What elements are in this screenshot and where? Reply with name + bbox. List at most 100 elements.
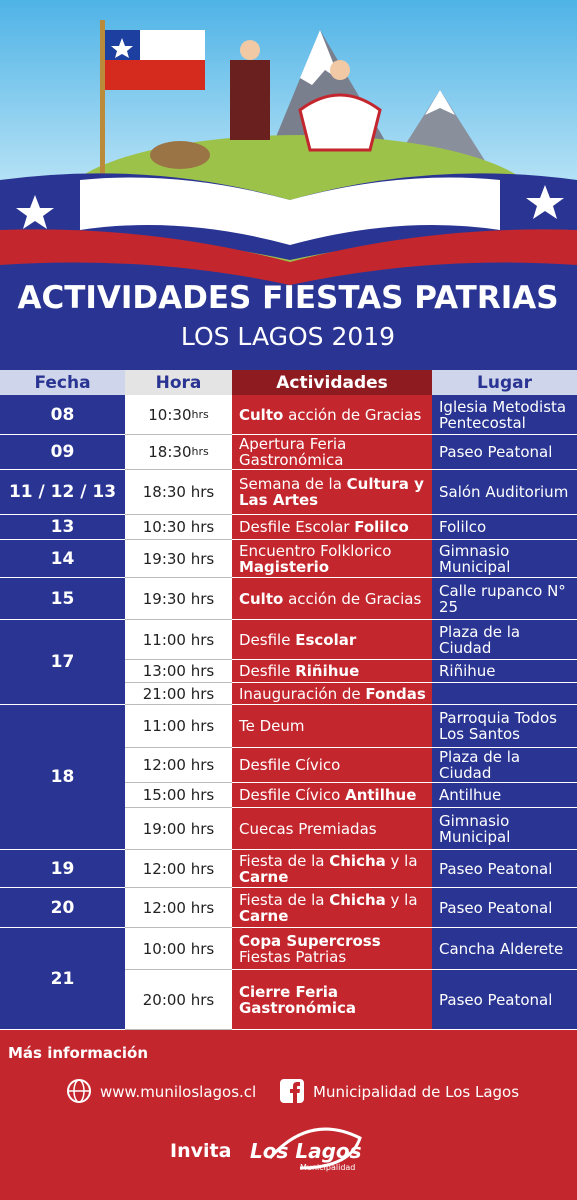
time-cell: 12:00 hrs xyxy=(125,850,232,888)
website[interactable]: www.muniloslagos.cl xyxy=(100,1083,257,1101)
text: Hora xyxy=(155,372,202,393)
place-cell: Antilhue xyxy=(432,783,577,808)
time-cell: 10:30 hrs xyxy=(125,515,232,540)
activity-cell: Semana de la Cultura y Las Artes xyxy=(232,470,432,515)
place-cell xyxy=(432,683,577,705)
text: Desfile Cívico xyxy=(239,756,341,774)
text: Plaza de la Ciudad xyxy=(439,748,521,782)
text: 18:30 xyxy=(148,443,192,461)
place-cell: Parroquia Todos Los Santos xyxy=(432,705,577,748)
time-cell: 15:00 hrs xyxy=(125,783,232,808)
text: y la xyxy=(385,890,418,909)
time-cell: 21:00 hrs xyxy=(125,683,232,705)
activity-cell: Desfile Escolar Folilco xyxy=(232,515,432,540)
text: 20 xyxy=(50,897,75,918)
text: Gimnasio Municipal xyxy=(439,811,511,846)
activity-text: Culto acción de Gracias xyxy=(239,407,421,423)
place-cell: Riñihue xyxy=(432,660,577,683)
activity-cell: Inauguración de Fondas xyxy=(232,683,432,705)
activity-cell: Desfile Escolar xyxy=(232,620,432,660)
text: Folilco xyxy=(439,518,487,536)
info-title: Más información xyxy=(8,1044,149,1062)
text: Fecha xyxy=(34,372,91,393)
date-cell: 09 xyxy=(0,435,125,470)
text: Folilco xyxy=(354,518,409,536)
text: 19:30 hrs xyxy=(142,549,215,568)
text: 10:30 hrs xyxy=(142,518,215,536)
title: ACTIVIDADES FIESTAS PATRIAS xyxy=(17,280,558,316)
text: 08 xyxy=(50,404,75,425)
text: Carne xyxy=(239,867,289,886)
text: Copa Supercross xyxy=(239,931,381,950)
text: Fiesta de la xyxy=(239,851,330,870)
text: 21:00 hrs xyxy=(142,684,215,703)
place-cell: Paseo Peatonal xyxy=(432,970,577,1030)
text: Paseo Peatonal xyxy=(439,443,553,461)
activity-cell: Desfile Cívico xyxy=(232,748,432,783)
text: Te Deum xyxy=(239,717,305,735)
text: 18 xyxy=(50,767,75,787)
text: Riñihue xyxy=(295,662,360,680)
text: Salón Auditorium xyxy=(439,483,569,501)
text: 20:00 hrs xyxy=(142,990,215,1009)
activity-text: Desfile Cívico xyxy=(239,757,340,773)
place-cell: Salón Auditorium xyxy=(432,470,577,515)
date-cell: 13 xyxy=(0,515,125,540)
text: Fiesta de la xyxy=(239,890,330,909)
text: 17 xyxy=(50,652,75,672)
header-art: ACTIVIDADES FIESTAS PATRIAS LOS LAGOS 20… xyxy=(0,0,577,370)
time-cell: 18:30 hrs xyxy=(125,435,232,470)
activity-text: Cuecas Premiadas xyxy=(239,821,377,837)
text: Apertura Feria Gastronómica xyxy=(239,435,347,469)
activity-text: Copa Supercross Fiestas Patrias xyxy=(239,933,432,965)
column-header: Fecha xyxy=(0,370,125,395)
activity-cell: Cierre Feria Gastronómica xyxy=(232,970,432,1030)
activity-cell: Culto acción de Gracias xyxy=(232,395,432,435)
text: 11:00 hrs xyxy=(142,717,215,735)
text: Inauguración de xyxy=(239,684,366,703)
text: Calle rupanco N° 25 xyxy=(439,581,566,616)
activity-cell: Fiesta de la Chicha y la Carne xyxy=(232,850,432,888)
text: y la xyxy=(385,851,418,870)
activity-cell: Cuecas Premiadas xyxy=(232,808,432,850)
text: hrs xyxy=(191,445,209,458)
activity-text: Fiesta de la Chicha y la Carne xyxy=(239,853,432,885)
text: 13:00 hrs xyxy=(142,662,215,680)
text: 19:00 hrs xyxy=(142,819,215,838)
text: 10:00 hrs xyxy=(142,939,215,958)
globe-icon xyxy=(67,1079,91,1103)
text: 19 xyxy=(50,858,75,879)
text: Culto xyxy=(239,589,284,608)
text: Plaza de la Ciudad xyxy=(439,622,521,657)
activity-text: Fiesta de la Chicha y la Carne xyxy=(239,892,432,924)
time-cell: 13:00 hrs xyxy=(125,660,232,683)
text: 11:00 hrs xyxy=(142,630,215,649)
text: Encuentro Folklorico xyxy=(239,541,392,560)
schedule-table: Fecha Hora Actividades Lugar 10:30 hrs Culto a… xyxy=(0,370,577,1030)
place-cell: Paseo Peatonal xyxy=(432,888,577,928)
text: 13 xyxy=(50,517,75,537)
activity-text: Encuentro Folklorico Magisterio xyxy=(239,543,432,575)
text: Fiestas Patrias xyxy=(239,947,347,966)
text: Cultura y Las Artes xyxy=(239,475,424,509)
text: 11 / 12 / 13 xyxy=(8,482,117,502)
text: Iglesia Metodista Pentecostal xyxy=(439,397,567,432)
date-cell: 17 xyxy=(0,620,125,705)
facebook[interactable]: Municipalidad de Los Lagos xyxy=(313,1083,520,1101)
activity-cell: Te Deum xyxy=(232,705,432,748)
activity-text: Te Deum xyxy=(239,718,305,734)
footer: Más información www.muniloslagos.cl Muni… xyxy=(0,1030,577,1200)
text: Lugar xyxy=(477,372,532,393)
text: Desfile xyxy=(239,662,296,680)
text: Antilhue xyxy=(439,786,502,804)
text: Cierre Feria Gastronómica xyxy=(239,982,357,1017)
place-cell: Iglesia Metodista Pentecostal xyxy=(432,395,577,435)
date-cell: 19 xyxy=(0,850,125,888)
activity-cell: Fiesta de la Chicha y la Carne xyxy=(232,888,432,928)
place-cell: Gimnasio Municipal xyxy=(432,808,577,850)
place-cell: Calle rupanco N° 25 xyxy=(432,578,577,620)
text: 10:30 xyxy=(148,405,192,424)
activity-cell: Culto acción de Gracias xyxy=(232,578,432,620)
time-cell: 19:30 hrs xyxy=(125,540,232,578)
activity-text: Apertura Feria Gastronómica xyxy=(239,436,432,468)
